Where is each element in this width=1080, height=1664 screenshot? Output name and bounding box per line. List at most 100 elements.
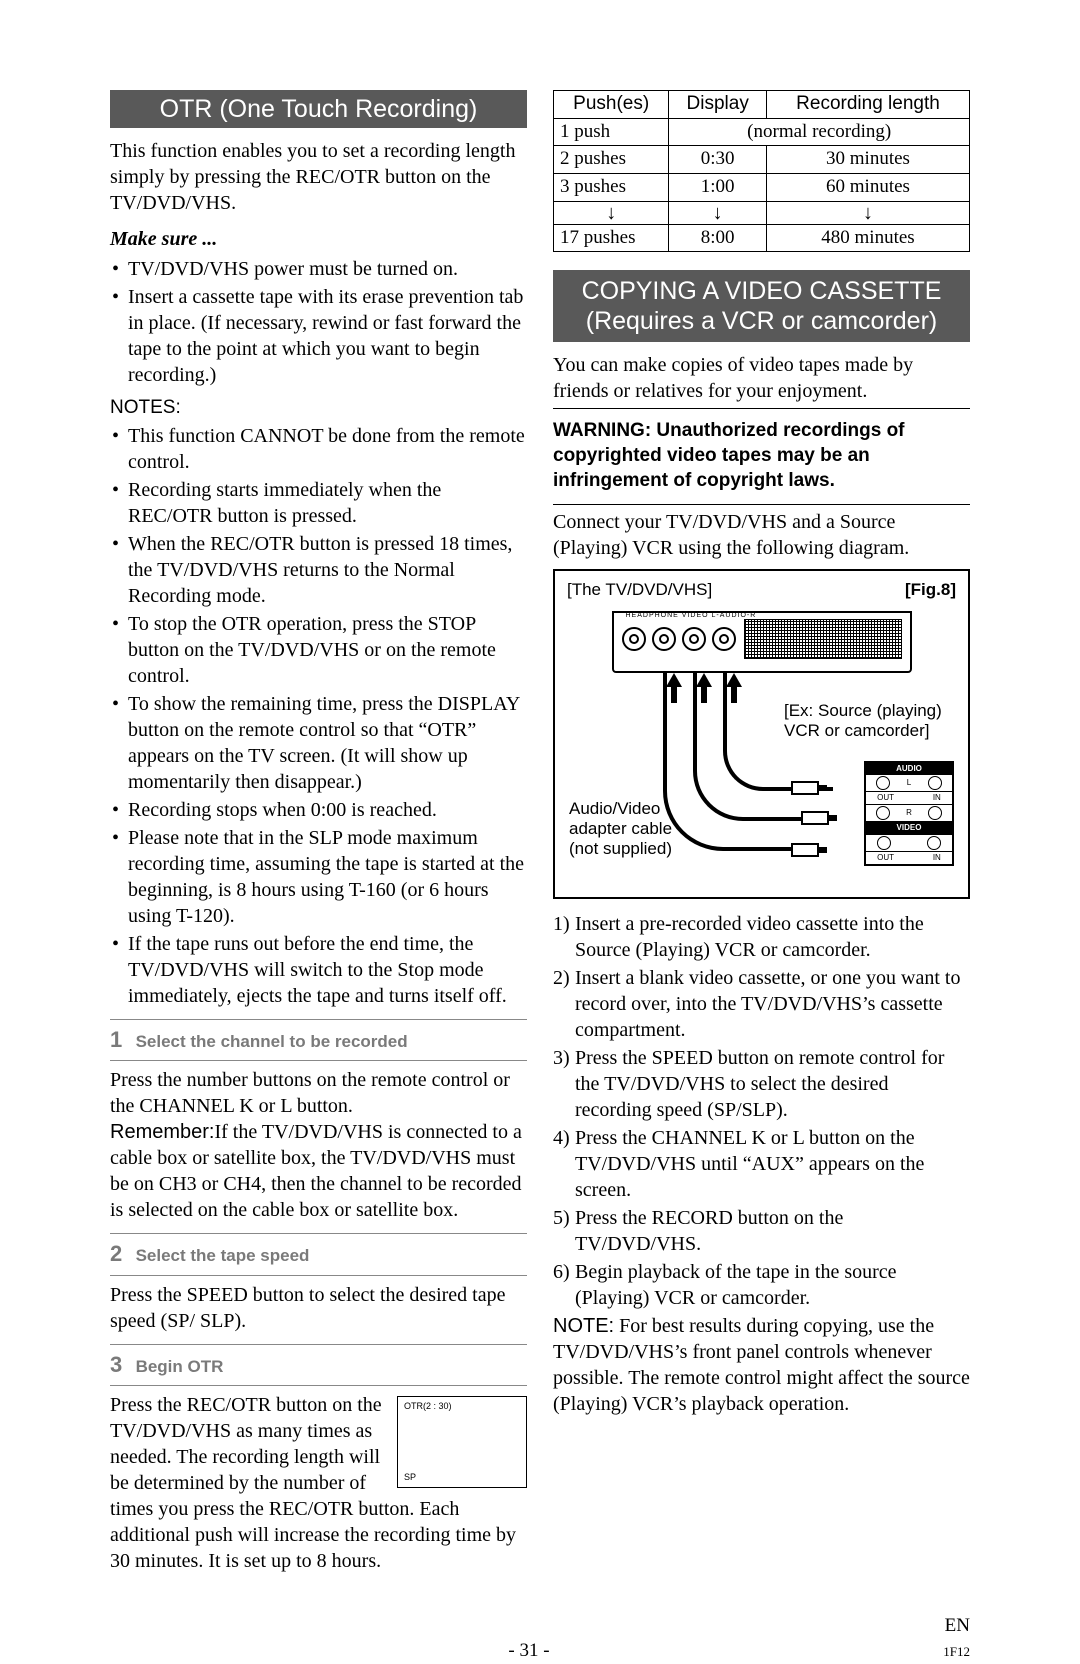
step-text: Insert a blank video cassette, or one yo… [575, 965, 970, 1043]
jackbox-r: R [906, 808, 912, 818]
page-footer: - 31 - EN 1F12 [110, 1614, 970, 1663]
list-item: To show the remaining time, press the DI… [110, 691, 527, 795]
audio-l-jack-icon [682, 627, 706, 651]
cell: 480 minutes [766, 224, 969, 252]
step-number: 1) [553, 911, 575, 963]
list-item: This function CANNOT be done from the re… [110, 423, 527, 475]
mini-jack-icon [928, 806, 942, 820]
list-item: If the tape runs out before the end time… [110, 931, 527, 1009]
step-3: 3 Begin OTR OTR(2 : 30) SP Press the REC… [110, 1344, 527, 1575]
step-1: 1 Select the channel to be recorded Pres… [110, 1019, 527, 1224]
list-item: When the REC/OTR button is pressed 18 ti… [110, 531, 527, 609]
mini-jack-icon [877, 836, 891, 850]
headphone-jack-icon [622, 627, 646, 651]
divider [110, 1275, 527, 1276]
source-jack-panel: AUDIO L OUT IN R VIDEO OUT IN [864, 761, 954, 867]
jackbox-audio-label: AUDIO [866, 763, 952, 775]
jackbox-out: OUT [877, 793, 894, 803]
figure-8: [The TV/DVD/VHS] [Fig.8] HEADPHONE VIDEO… [553, 569, 970, 899]
push-table: Push(es) Display Recording length 1 push… [553, 90, 970, 252]
divider [110, 1385, 527, 1386]
step-text: Press the CHANNEL K or L button on the T… [575, 1125, 970, 1203]
jack-group [622, 627, 736, 651]
step-number: 2) [553, 965, 575, 1043]
remember-label: Remember: [110, 1121, 214, 1143]
list-item: To stop the OTR operation, press the STO… [110, 611, 527, 689]
list-item: 2)Insert a blank video cassette, or one … [553, 965, 970, 1043]
step-number: 5) [553, 1205, 575, 1257]
notes-heading: NOTES: [110, 396, 527, 421]
copyright-warning: WARNING: Unauthorized recordings of copy… [553, 419, 970, 493]
mini-jack-icon [928, 776, 942, 790]
jackbox-out: OUT [877, 853, 894, 863]
cell: 1:00 [669, 174, 767, 202]
col-header: Push(es) [554, 91, 669, 119]
step-1-heading: 1 Select the channel to be recorded [110, 1026, 527, 1055]
col-header: Display [669, 91, 767, 119]
mini-jack-icon [927, 836, 941, 850]
table-row: Push(es) Display Recording length [554, 91, 970, 119]
col-header: Recording length [766, 91, 969, 119]
jackbox-l: L [907, 778, 911, 788]
page-number: - 31 - [508, 1639, 549, 1664]
divider [110, 1019, 527, 1020]
fig-device-label: [The TV/DVD/VHS] [567, 579, 712, 601]
table-row: ↓ ↓ ↓ [554, 201, 970, 224]
step-number: 3 [110, 1351, 130, 1380]
list-item: 1)Insert a pre-recorded video cassette i… [553, 911, 970, 963]
otr-screen-diagram: OTR(2 : 30) SP [397, 1396, 527, 1488]
lang-code: EN [945, 1615, 970, 1636]
jackbox-in: IN [933, 793, 941, 803]
speaker-grille-icon [744, 619, 902, 659]
make-sure-heading: Make sure ... [110, 226, 527, 252]
step-number: 1 [110, 1026, 130, 1055]
list-item: 5)Press the RECORD button on the TV/DVD/… [553, 1205, 970, 1257]
cell: 30 minutes [766, 146, 969, 174]
step-text: Begin playback of the tape in the source… [575, 1259, 970, 1311]
otr-header: OTR (One Touch Recording) [110, 90, 527, 128]
step-title: Begin OTR [136, 1357, 224, 1376]
cable-label: Audio/Video adapter cable (not supplied) [569, 799, 689, 860]
step-1-body: Press the number buttons on the remote c… [110, 1067, 527, 1119]
doc-code: 1F12 [943, 1644, 970, 1659]
divider [553, 408, 970, 409]
step-text: Insert a pre-recorded video cassette int… [575, 911, 970, 963]
mini-jack-icon [876, 776, 890, 790]
mini-jack-icon [876, 806, 890, 820]
cell: (normal recording) [669, 118, 970, 146]
notes-list: This function CANNOT be done from the re… [110, 423, 527, 1009]
step-2-heading: 2 Select the tape speed [110, 1240, 527, 1269]
jackbox-in: IN [933, 853, 941, 863]
divider [110, 1060, 527, 1061]
table-row: 3 pushes 1:00 60 minutes [554, 174, 970, 202]
source-label: [Ex: Source (playing) VCR or camcorder] [784, 701, 954, 742]
table-row: 1 push (normal recording) [554, 118, 970, 146]
audio-r-jack-icon [712, 627, 736, 651]
connect-text: Connect your TV/DVD/VHS and a Source (Pl… [553, 509, 970, 561]
note-label: NOTE: [553, 1315, 614, 1337]
cell: 17 pushes [554, 224, 669, 252]
step-number: 2 [110, 1240, 130, 1269]
step-1-remember: Remember:If the TV/DVD/VHS is connected … [110, 1119, 527, 1223]
cell: 8:00 [669, 224, 767, 252]
divider [110, 1233, 527, 1234]
device-panel: HEADPHONE VIDEO L-AUDIO-R [612, 611, 912, 673]
cell-arrow: ↓ [669, 201, 767, 224]
list-item: 4)Press the CHANNEL K or L button on the… [553, 1125, 970, 1203]
jackbox-video-label: VIDEO [866, 822, 952, 834]
video-jack-icon [652, 627, 676, 651]
plug-icon [791, 781, 819, 795]
cell: 1 push [554, 118, 669, 146]
footer-right: EN 1F12 [943, 1614, 970, 1663]
plug-icon [801, 811, 829, 825]
list-item: 6)Begin playback of the tape in the sour… [553, 1259, 970, 1311]
list-item: Insert a cassette tape with its erase pr… [110, 284, 527, 388]
step-2: 2 Select the tape speed Press the SPEED … [110, 1233, 527, 1334]
footer-spacer [110, 1639, 115, 1664]
step-text: Press the SPEED button on remote control… [575, 1045, 970, 1123]
step-number: 6) [553, 1259, 575, 1311]
step-2-body: Press the SPEED button to select the des… [110, 1282, 527, 1334]
step-number: 4) [553, 1125, 575, 1203]
list-item: TV/DVD/VHS power must be turned on. [110, 256, 527, 282]
list-item: Recording stops when 0:00 is reached. [110, 797, 527, 823]
